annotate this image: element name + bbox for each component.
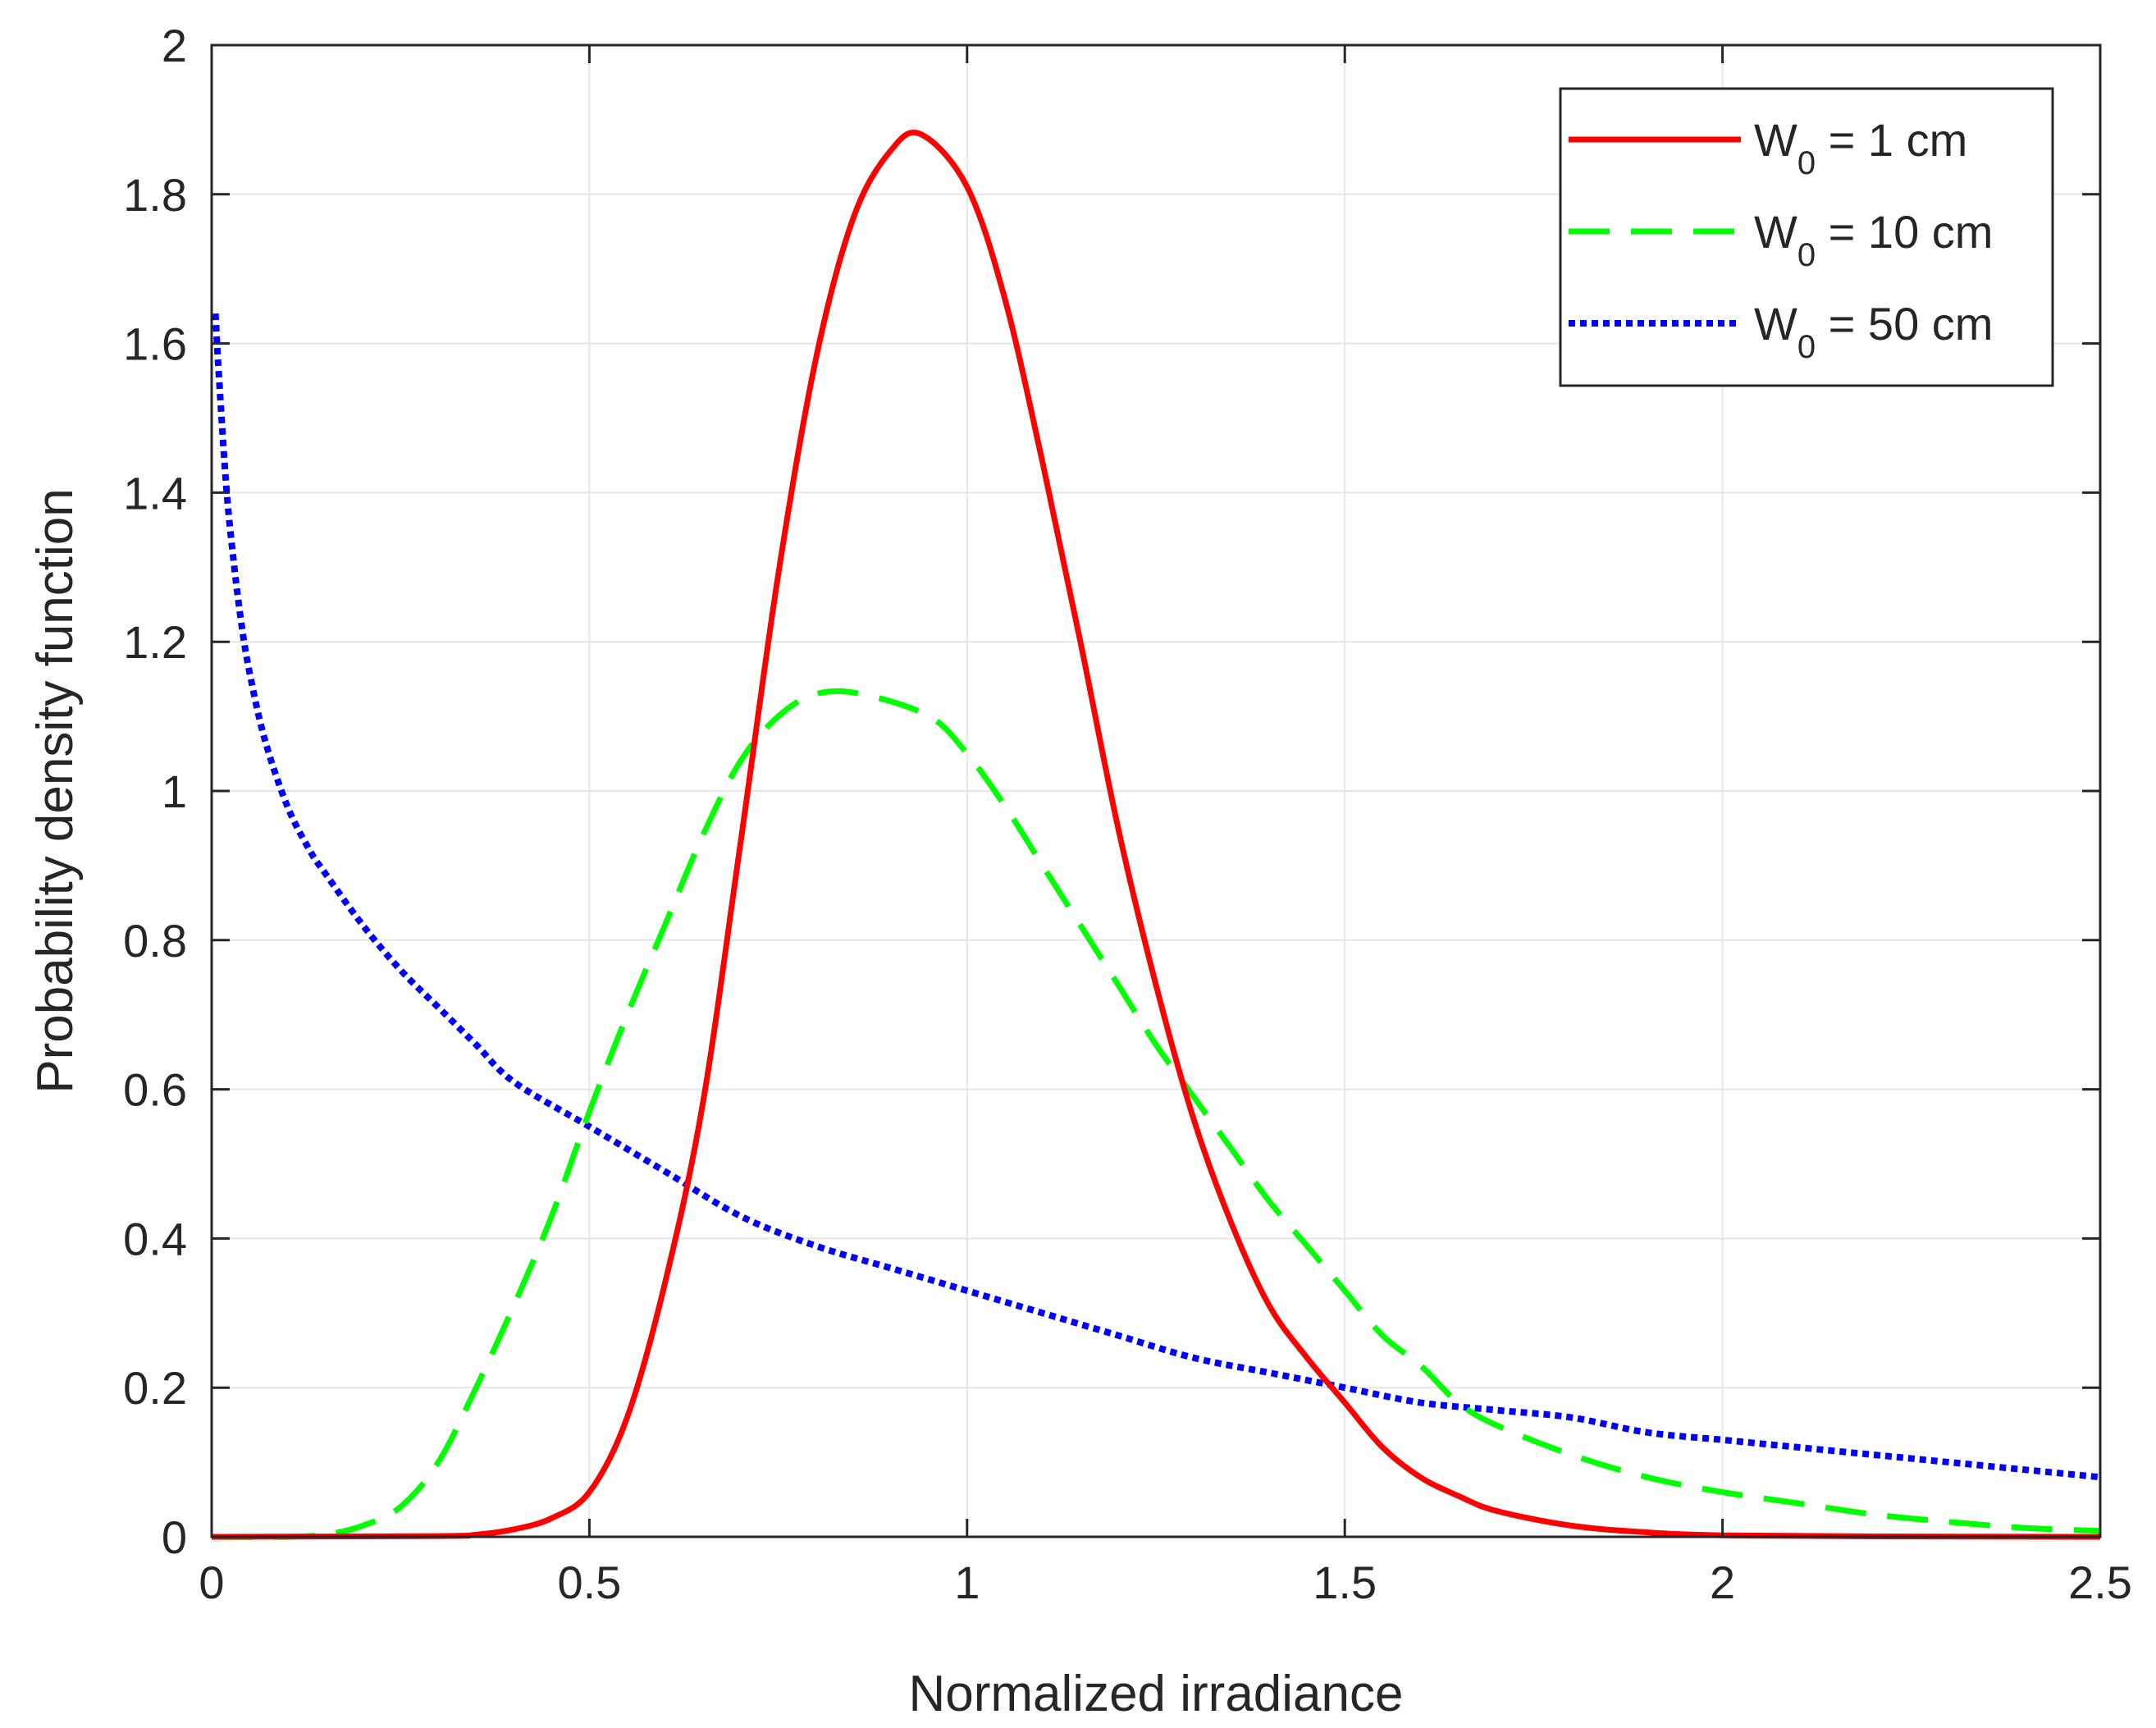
y-tick-label: 0.6 — [123, 1064, 187, 1116]
x-tick-label: 2 — [1710, 1557, 1735, 1608]
legend: W0 = 1 cm W0 = 10 cm W0 = 50 cm — [1559, 87, 2054, 387]
tick-labels: 0 0.5 1 1.5 2 2.5 0 0.2 0.4 0.6 0.8 1 1.2 1.4 1.6 1.8 2 — [123, 20, 2132, 1608]
x-axis-label: Normalized irradiance — [908, 1666, 1403, 1722]
series-layer — [211, 129, 2101, 1540]
y-tick-label: 1 — [162, 766, 187, 817]
y-tick-label: 1.8 — [123, 169, 187, 221]
grid-lines — [212, 45, 2100, 1537]
y-tick-label: 1.4 — [123, 467, 187, 519]
legend-label-0: W0 = 1 cm — [1754, 114, 1967, 181]
y-tick-label: 0.4 — [123, 1213, 187, 1264]
x-tick-label: 0.5 — [557, 1557, 621, 1608]
series-line-0 — [211, 129, 2101, 1540]
x-tick-label: 0 — [199, 1557, 224, 1608]
y-tick-label: 1.2 — [123, 616, 187, 668]
y-tick-label: 0.2 — [123, 1362, 187, 1414]
legend-label-1: W0 = 10 cm — [1754, 206, 1993, 273]
x-tick-label: 2.5 — [2068, 1557, 2132, 1608]
series-line-1 — [211, 688, 2101, 1540]
legend-label-2: W0 = 50 cm — [1754, 298, 1993, 365]
axis-ticks — [210, 43, 2102, 1538]
y-axis-label: Probability density function — [27, 488, 84, 1094]
y-tick-label: 0 — [162, 1511, 187, 1563]
x-tick-label: 1.5 — [1313, 1557, 1377, 1608]
y-tick-label: 2 — [162, 20, 187, 71]
y-tick-label: 1.6 — [123, 318, 187, 370]
y-tick-label: 0.8 — [123, 915, 187, 967]
x-tick-label: 1 — [954, 1557, 980, 1608]
